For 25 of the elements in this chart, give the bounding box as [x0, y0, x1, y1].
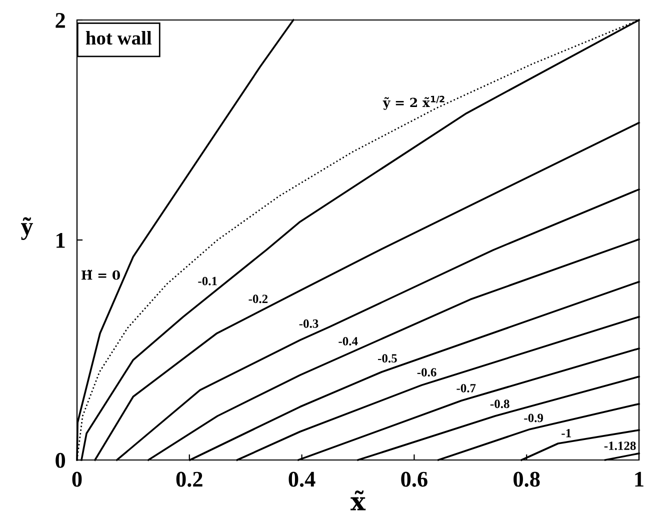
series-label: -0.9 [524, 414, 544, 422]
x-tick-label: 0.2 [176, 472, 202, 487]
series-label: -0.5 [378, 354, 397, 363]
series-label: -0.6 [417, 368, 436, 377]
x-tick-label: 0 [72, 472, 82, 487]
y-tick-label: 2 [56, 12, 65, 28]
series-label: -0.8 [490, 400, 510, 408]
x-tick-label: 1 [635, 472, 644, 487]
y-tick-label: 1 [56, 233, 65, 248]
series-label: ỹ = 2 x̃$^{1/2}$ [382, 96, 444, 110]
y-tick-label: 0 [56, 452, 66, 468]
series-label: -0.4 [338, 336, 358, 346]
series-label: -1 [562, 428, 571, 438]
series-label: -1.128 [604, 442, 636, 450]
x-tick-label: 0.4 [288, 472, 316, 487]
series-label: -0.3 [299, 319, 318, 328]
series-label: H̃ = 0 [82, 270, 120, 280]
x-axis-title: x̃ [350, 490, 366, 510]
series-label: -0.7 [456, 384, 476, 392]
y-axis-title: ỹ [20, 217, 34, 240]
x-tick-label: 0.8 [514, 472, 540, 487]
annotation: hot wall [86, 31, 152, 45]
x-tick-label: 0.6 [401, 472, 428, 487]
series-label: -0.2 [248, 294, 268, 304]
series-label: -0.1 [198, 276, 217, 286]
